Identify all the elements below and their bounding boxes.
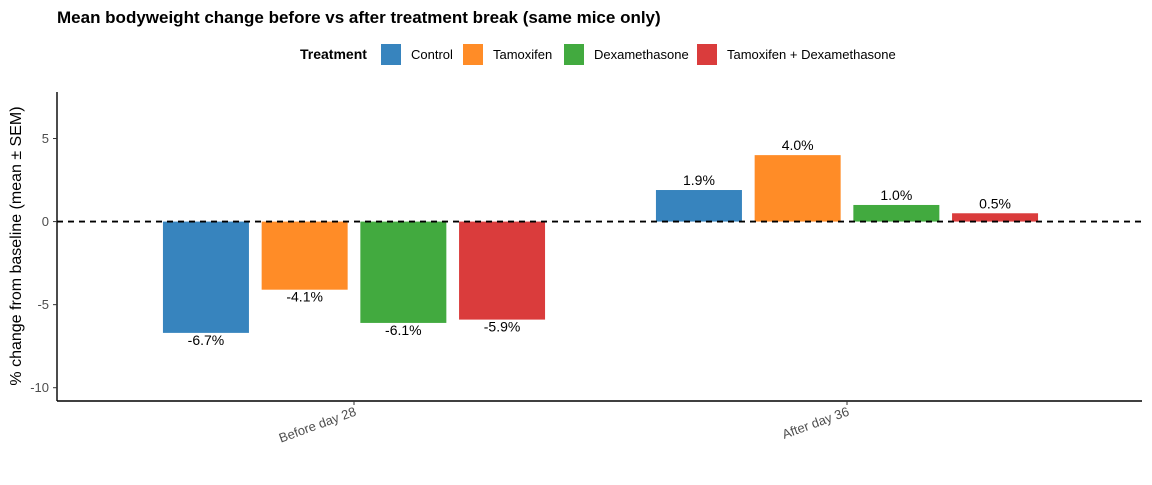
legend-swatch-3 xyxy=(697,44,717,65)
legend-label-1: Tamoxifen xyxy=(493,47,552,62)
bar-0-2 xyxy=(360,221,447,323)
bar-1-1 xyxy=(754,155,841,222)
bar-data-label: -4.1% xyxy=(286,289,323,305)
legend: Treatment Control Tamoxifen Dexamethasone T… xyxy=(300,44,896,65)
legend-label-2: Dexamethasone xyxy=(594,47,689,62)
plot-area: 5 0 -5 -10 -6.7% -4.1% -6.1% -5.9% Before day 28… xyxy=(30,92,1142,446)
bar-data-label: 0.5% xyxy=(979,195,1011,211)
bar-1-2 xyxy=(853,204,940,222)
bar-data-label: -5.9% xyxy=(484,319,521,335)
bar-data-label: 4.0% xyxy=(782,137,814,153)
y-tick-label: 0 xyxy=(42,214,49,229)
legend-label-3: Tamoxifen + Dexamethasone xyxy=(727,47,896,62)
legend-swatch-2 xyxy=(564,44,584,65)
bar-data-label: -6.1% xyxy=(385,322,422,338)
bar-0-0 xyxy=(162,221,249,333)
y-axis-label: % change from baseline (mean ± SEM) xyxy=(8,106,25,385)
y-tick-label: -10 xyxy=(30,380,49,395)
legend-swatch-1 xyxy=(463,44,483,65)
bar-data-label: -6.7% xyxy=(188,332,225,348)
y-tick-label: -5 xyxy=(37,297,49,312)
bar-data-label: 1.9% xyxy=(683,172,715,188)
bar-0-3 xyxy=(459,221,546,320)
bar-data-label: 1.0% xyxy=(880,187,912,203)
legend-label-0: Control xyxy=(411,47,453,62)
legend-swatch-0 xyxy=(381,44,401,65)
legend-title: Treatment xyxy=(300,46,367,62)
chart-title: Mean bodyweight change before vs after t… xyxy=(57,8,661,27)
x-tick-label: Before day 28 xyxy=(277,404,358,446)
x-tick-label: After day 36 xyxy=(780,404,851,442)
bar-1-3 xyxy=(952,213,1039,222)
bar-1-0 xyxy=(655,190,742,222)
y-tick-label: 5 xyxy=(42,131,49,146)
bar-0-1 xyxy=(261,221,348,290)
